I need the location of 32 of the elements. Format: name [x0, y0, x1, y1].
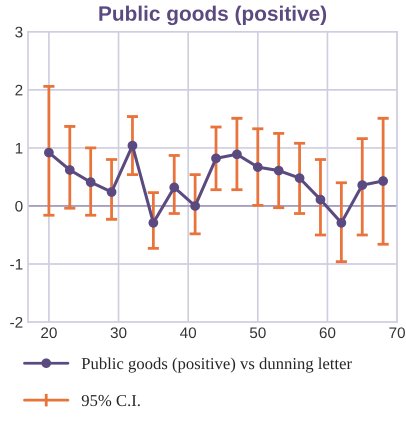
y-tick-label: 3: [15, 26, 22, 38]
point: [378, 176, 388, 186]
y-tick-label: 1: [16, 142, 22, 154]
x-tick-label: 30: [110, 327, 126, 338]
x-tick-label: 60: [320, 327, 336, 338]
chart-title: Public goods (positive): [99, 6, 326, 26]
point: [336, 218, 346, 228]
point: [64, 165, 75, 175]
point: [128, 140, 138, 150]
x-tick-label: 50: [250, 327, 266, 338]
text: 95% C.I.: [82, 394, 140, 406]
point: [190, 201, 200, 211]
point: [148, 218, 158, 228]
point: [294, 173, 304, 183]
point: [274, 166, 284, 176]
x-tick-label: 20: [41, 327, 57, 338]
point: [232, 149, 242, 160]
legend-label: Public goods (positive) vs dunning letter: [82, 357, 352, 373]
point: [316, 194, 326, 204]
point: [252, 162, 263, 172]
y-tick-label: 2: [15, 84, 22, 96]
x-tick-label: 40: [180, 327, 196, 338]
point: [106, 187, 116, 197]
x-tick-label: 70: [389, 327, 405, 338]
point: [86, 177, 96, 188]
y-tick-label: -2: [10, 316, 22, 328]
point: [211, 154, 221, 164]
y-tick-label: -1: [10, 259, 22, 270]
point: [357, 180, 368, 190]
y-tick-label: 0: [15, 200, 23, 212]
point: [44, 148, 54, 158]
point: [169, 182, 180, 192]
